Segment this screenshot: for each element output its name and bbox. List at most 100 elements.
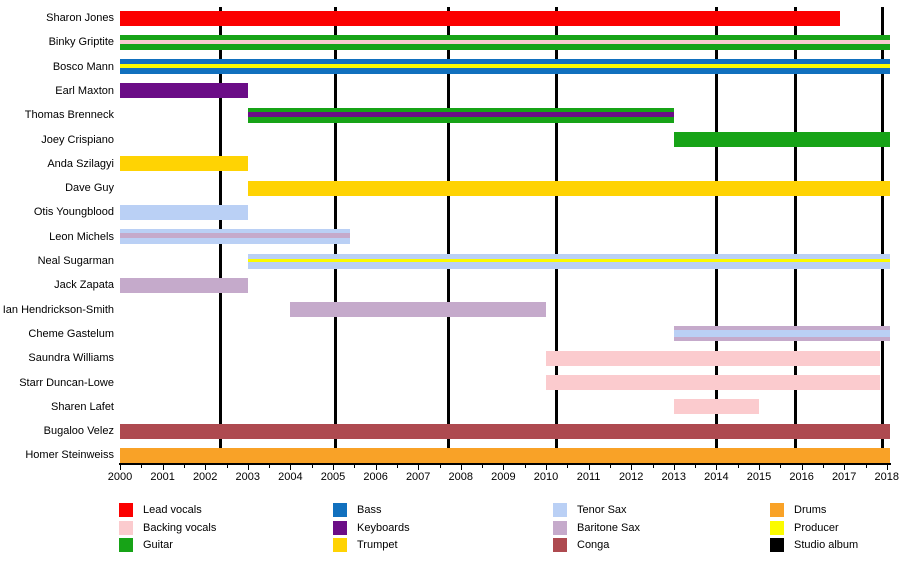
plot-area: Sharon Jones Binky Griptite Bosco Mann Earl… — [2, 7, 900, 483]
legend-swatch-producer — [770, 520, 784, 535]
role-stripe-baritone-sax — [120, 233, 351, 239]
role-stripe-guitar — [120, 34, 891, 40]
role-stripe-tenor-sax — [120, 229, 351, 234]
member-bar — [546, 375, 881, 390]
member-label: Anda Szilagyi — [47, 157, 114, 170]
year-tick-major — [546, 465, 547, 470]
role-stripe-keyboards — [247, 111, 674, 117]
member-label: Bugaloo Velez — [43, 425, 114, 438]
studio-album-line — [793, 7, 797, 463]
legend-swatch-baritone-sax — [553, 520, 567, 535]
legend-label: Drums — [794, 504, 827, 516]
year-tick-major — [673, 465, 675, 470]
role-stripe-lead-vocals — [120, 10, 840, 26]
year-label: 2007 — [405, 471, 431, 483]
year-tick-minor — [183, 465, 185, 468]
year-tick-major — [631, 465, 633, 470]
year-label: 2013 — [661, 471, 687, 483]
year-label: 2010 — [533, 471, 559, 483]
legend-label: Tenor Sax — [577, 504, 627, 516]
year-tick-major — [333, 465, 334, 470]
year-tick-minor — [311, 465, 313, 468]
studio-album-line — [555, 7, 559, 463]
member-bar — [673, 132, 891, 147]
year-label: 2017 — [831, 471, 857, 483]
year-tick-major — [503, 465, 505, 470]
role-stripe-keyboards — [120, 83, 248, 99]
year-label: 2018 — [874, 471, 900, 483]
legend-swatch-studio-album — [770, 538, 784, 552]
role-stripe-guitar — [247, 116, 674, 123]
year-tick-minor — [439, 465, 441, 468]
role-stripe-tenor-sax — [120, 238, 351, 245]
member-bar — [290, 302, 546, 318]
year-label: 2006 — [363, 471, 388, 483]
legend-label: Producer — [794, 521, 839, 534]
role-stripe-bass — [120, 68, 891, 75]
legend-label: Baritone Sax — [577, 521, 640, 534]
member-bar — [247, 180, 891, 196]
year-tick-major — [759, 465, 760, 470]
year-tick-minor — [822, 465, 824, 468]
year-label: 2011 — [576, 471, 601, 483]
year-tick-major — [290, 465, 292, 470]
member-label: Earl Maxton — [55, 84, 114, 97]
year-label: 2002 — [192, 471, 218, 483]
member-bar — [120, 83, 248, 99]
role-stripe-conga — [120, 423, 891, 439]
member-label: Jack Zapata — [54, 279, 114, 292]
year-tick-minor — [141, 465, 143, 468]
member-bar — [120, 156, 248, 172]
legend-label: Lead vocals — [143, 504, 202, 516]
year-tick-minor — [609, 465, 611, 468]
role-stripe-backing-vocals — [120, 39, 891, 44]
member-label: Starr Duncan-Lowe — [19, 376, 114, 389]
member-label: Neal Sugarman — [37, 255, 114, 267]
member-bar — [247, 107, 674, 123]
year-tick-major — [460, 465, 462, 470]
member-label: Joey Crispiano — [41, 133, 114, 146]
year-tick-major — [247, 465, 249, 470]
member-bar — [120, 447, 891, 463]
member-bar — [120, 229, 351, 245]
year-tick-minor — [354, 465, 356, 468]
role-stripe-guitar — [247, 107, 674, 112]
legend-swatch-bass — [333, 503, 347, 517]
member-label: Otis Youngblood — [33, 206, 114, 219]
member-bar — [673, 326, 891, 342]
role-stripe-baritone-sax — [673, 337, 891, 342]
role-stripe-baritone-sax — [673, 326, 891, 331]
legend-label: Conga — [577, 539, 610, 551]
member-label: Ian Hendrickson-Smith — [2, 303, 114, 316]
member-bar — [673, 399, 759, 415]
member-bar — [247, 253, 891, 269]
year-tick-minor — [226, 465, 228, 468]
year-tick-major — [375, 465, 377, 470]
legend-label: Guitar — [143, 539, 173, 551]
member-bar — [546, 350, 881, 366]
member-bar — [120, 423, 891, 439]
year-tick-minor — [737, 465, 739, 468]
role-stripe-backing-vocals — [673, 399, 759, 415]
year-tick-major — [162, 465, 164, 470]
member-label: Bosco Mann — [52, 60, 114, 73]
role-stripe-producer — [247, 258, 891, 262]
legend-swatch-drums — [770, 503, 784, 517]
role-stripe-drums — [120, 447, 891, 463]
role-stripe-tenor-sax — [247, 253, 891, 259]
year-tick-major — [418, 465, 420, 470]
year-tick-minor — [780, 465, 782, 468]
member-bar — [120, 59, 891, 75]
role-stripe-tenor-sax — [120, 204, 248, 220]
year-label: 2001 — [150, 471, 175, 483]
year-label: 2000 — [107, 471, 133, 483]
member-label: Dave Guy — [65, 182, 114, 195]
role-stripe-producer — [120, 64, 891, 69]
legend-label: Bass — [357, 504, 382, 516]
role-stripe-baritone-sax — [120, 277, 248, 293]
year-tick-major — [588, 465, 590, 470]
legend-label: Keyboards — [357, 521, 410, 534]
studio-album-line — [714, 7, 718, 463]
role-stripe-baritone-sax — [290, 302, 546, 318]
role-stripe-trumpet — [120, 156, 248, 172]
